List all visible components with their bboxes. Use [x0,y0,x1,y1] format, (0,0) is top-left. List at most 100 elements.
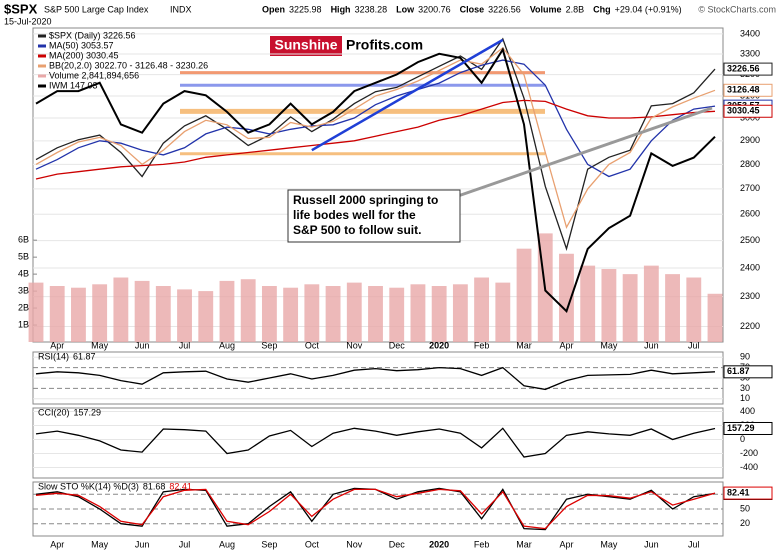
y2-tick-label: 2B [18,302,29,312]
annotation-box [287,189,461,243]
y-tick-label: -200 [740,448,758,458]
x-tick-label: Apr [559,539,573,549]
y-tick-label: 30 [740,383,750,393]
volume-bar [283,287,299,342]
value-tag [723,104,773,118]
y-tick-label: -400 [740,462,758,472]
x-tick-label: Mar [516,539,532,549]
value-tag [723,421,773,435]
series-line [35,99,716,180]
y-tick-label: 90 [740,352,750,362]
panel-title: Slow STO %K(14) %D(3) [38,481,139,491]
trend-line [311,38,504,152]
x-tick-label: Jul [688,539,700,549]
x-tick-label: Jun [644,539,659,549]
volume-bar [134,280,150,342]
stat-label: Volume [530,4,562,14]
y2-tick-label: 5B [18,252,29,262]
volume-bar [686,277,702,342]
stat-value: 3225.98 [289,4,322,14]
volume-bar [474,277,490,342]
volume-bar [389,287,405,342]
y-tick-label: 400 [740,406,755,416]
volume-bar [495,282,511,342]
volume-bar [601,269,617,342]
series-line [35,46,716,229]
volume-bar [452,284,468,342]
volume-bar [198,291,214,342]
stat-label: Chg [593,4,611,14]
credit: © StockCharts.com [698,4,776,14]
volume-bar [304,284,320,342]
panel-value: 82.41 [169,481,192,491]
stat-value: 3200.76 [418,4,451,14]
y-tick-label: 2500 [740,235,760,245]
y-tick-label: 20 [740,518,750,528]
series-line [35,366,716,391]
annotation-text: life bodes well for the [293,208,416,222]
y-tick-label: 2600 [740,209,760,219]
y-tick-label: 2300 [740,291,760,301]
legend-label: $SPX (Daily) 3226.56 [49,30,136,40]
volume-bar [177,289,192,342]
volume-bar [71,287,86,342]
x-tick-label: Aug [219,340,235,350]
x-tick-label: Mar [516,340,532,350]
logo-part1: Sunshine [274,37,337,53]
volume-bar [665,274,680,342]
x-tick-label: Nov [346,340,363,350]
value-tag [723,62,773,76]
y-tick-label: 50 [740,503,750,513]
legend-label: IWM 147.03 [49,80,98,90]
stat-value: 2.8B [566,4,585,14]
y-tick-label: 2400 [740,262,760,272]
symbol: $SPX [4,1,38,16]
volume-bar [580,265,596,342]
volume-bar [622,274,638,342]
volume-bar [261,286,277,342]
pointer [457,106,713,198]
annotation-text: S&P 500 to follow suit. [293,223,421,237]
x-tick-label: 2020 [429,340,449,350]
y2-tick-label: 1B [18,319,29,329]
volume-bar [410,284,426,342]
value-tag [723,365,773,379]
exchange: INDX [170,4,192,14]
legend-label: MA(200) 3030.45 [49,50,119,60]
panel-value: 81.68 [143,481,166,491]
x-tick-label: Jun [135,340,150,350]
volume-bar [559,253,574,342]
stat-label: Open [262,4,285,14]
y2-tick-label: 6B [18,235,29,245]
x-tick-label: Jun [644,340,659,350]
volume-bar [431,286,447,342]
series-line [35,47,716,314]
stat-value: 3226.56 [488,4,521,14]
stat-label: Low [396,4,415,14]
volume-bar [346,282,362,342]
x-tick-label: Nov [346,539,363,549]
index-name: S&P 500 Large Cap Index [44,4,149,14]
value-tag-label: 3126.48 [727,85,760,95]
value-tag-label: 3226.56 [727,63,760,73]
date: 15-Jul-2020 [4,16,52,26]
legend-label: BB(20,2.0) 3022.70 - 3126.48 - 3230.26 [49,60,208,70]
volume-bar [92,284,108,342]
stat-label: High [331,4,351,14]
y-tick-label: 3400 [740,28,760,38]
y-tick-label: 2200 [740,321,760,331]
y-tick-label: 3300 [740,48,760,58]
x-tick-label: Aug [219,539,235,549]
value-tag-label: 3030.45 [727,106,760,116]
x-tick-label: Dec [389,539,406,549]
x-tick-label: Oct [305,539,320,549]
volume-bar [49,286,65,342]
series-line [35,427,716,458]
y2-tick-label: 3B [18,285,29,295]
volume-bar [643,265,659,342]
y-tick-label: 2900 [740,135,760,145]
x-tick-label: Feb [474,539,490,549]
y2-tick-label: 4B [18,268,29,278]
